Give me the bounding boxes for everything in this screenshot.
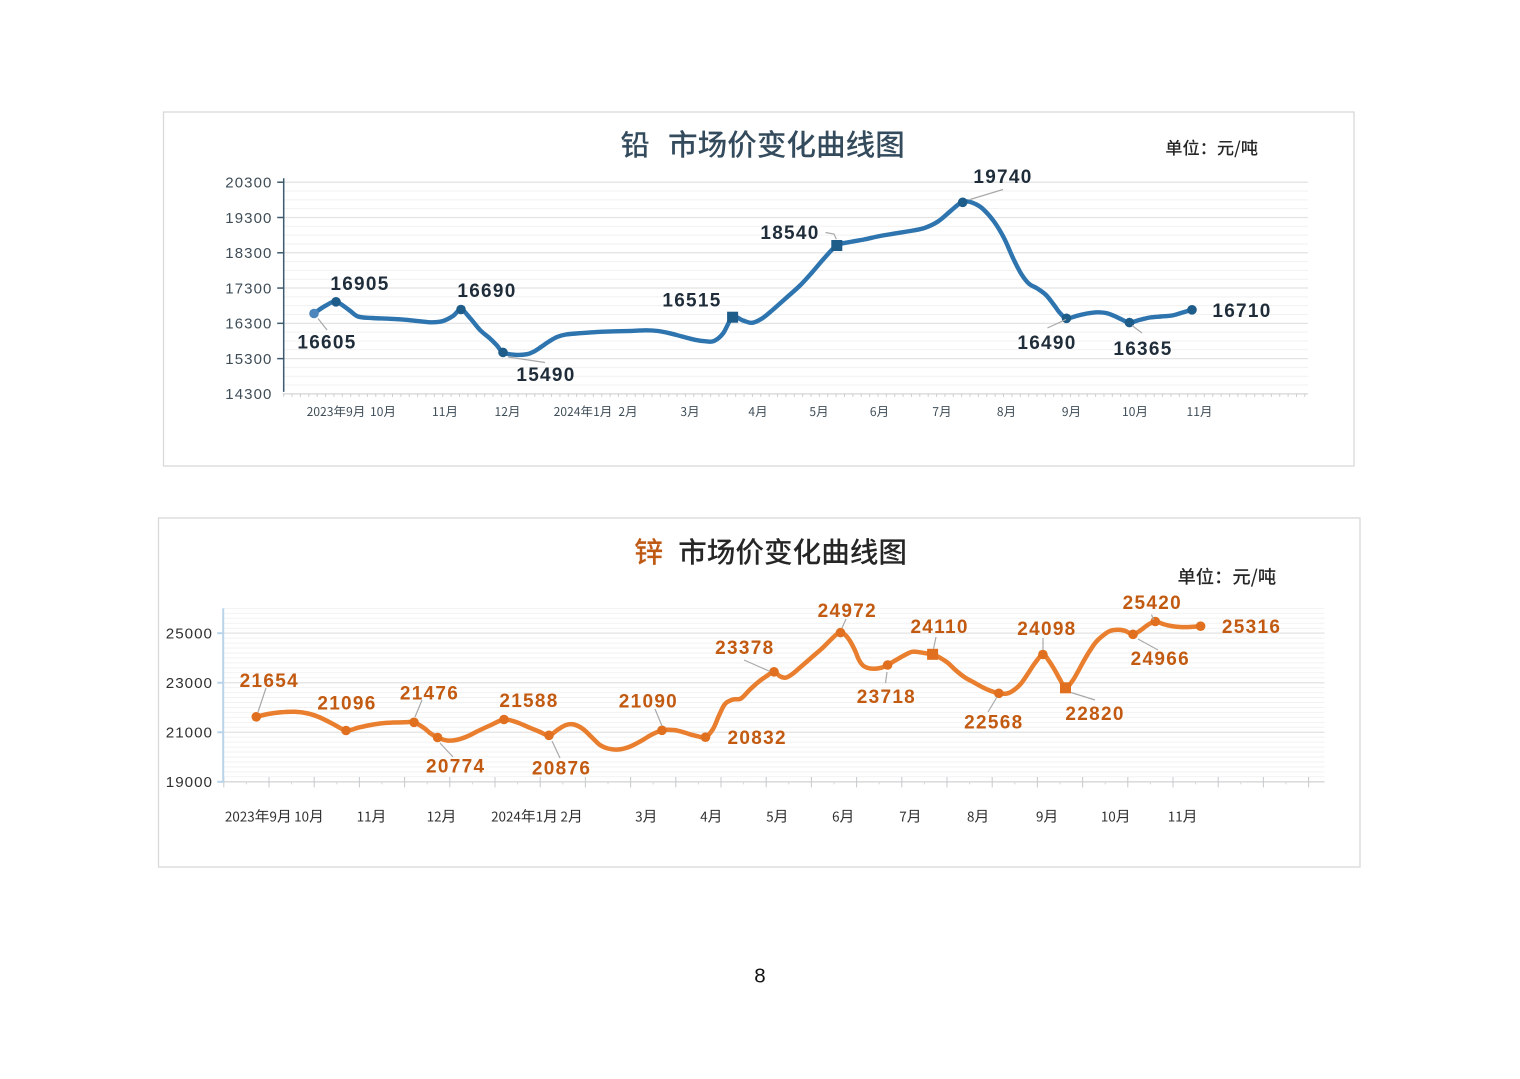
svg-text:15490: 15490	[516, 365, 575, 386]
svg-text:20876: 20876	[532, 758, 591, 779]
svg-text:24972: 24972	[818, 601, 877, 622]
svg-text:21476: 21476	[400, 683, 459, 704]
svg-text:16690: 16690	[457, 281, 516, 302]
svg-text:20774: 20774	[426, 756, 485, 777]
svg-text:20300: 20300	[225, 175, 272, 192]
svg-text:21000: 21000	[166, 725, 213, 742]
svg-text:22820: 22820	[1065, 704, 1124, 725]
svg-text:17300: 17300	[225, 280, 272, 297]
svg-text:21096: 21096	[317, 693, 376, 714]
svg-text:14300: 14300	[225, 386, 272, 403]
svg-text:25316: 25316	[1222, 617, 1281, 638]
svg-text:23378: 23378	[715, 638, 774, 659]
svg-text:25000: 25000	[166, 626, 213, 643]
svg-text:21588: 21588	[499, 691, 558, 712]
svg-text:21090: 21090	[619, 691, 678, 712]
svg-text:16605: 16605	[297, 332, 356, 353]
svg-text:19740: 19740	[973, 167, 1032, 188]
svg-text:23718: 23718	[857, 687, 916, 708]
svg-text:24966: 24966	[1131, 649, 1190, 670]
svg-text:20832: 20832	[728, 728, 787, 749]
svg-text:16490: 16490	[1017, 333, 1076, 354]
svg-text:23000: 23000	[166, 675, 213, 692]
svg-text:16365: 16365	[1113, 339, 1172, 360]
svg-text:21654: 21654	[240, 671, 299, 692]
svg-text:16905: 16905	[330, 274, 389, 295]
svg-text:15300: 15300	[225, 351, 272, 368]
svg-text:16710: 16710	[1212, 301, 1271, 322]
svg-text:8: 8	[754, 965, 765, 988]
svg-text:19300: 19300	[225, 210, 272, 227]
svg-text:25420: 25420	[1123, 593, 1182, 614]
svg-text:19000: 19000	[166, 774, 213, 791]
svg-text:24098: 24098	[1017, 619, 1076, 640]
svg-text:22568: 22568	[964, 712, 1023, 733]
svg-text:24110: 24110	[910, 617, 968, 638]
svg-text:18300: 18300	[225, 245, 272, 262]
svg-text:16300: 16300	[225, 316, 272, 333]
svg-text:16515: 16515	[662, 290, 721, 311]
svg-text:18540: 18540	[760, 223, 819, 244]
